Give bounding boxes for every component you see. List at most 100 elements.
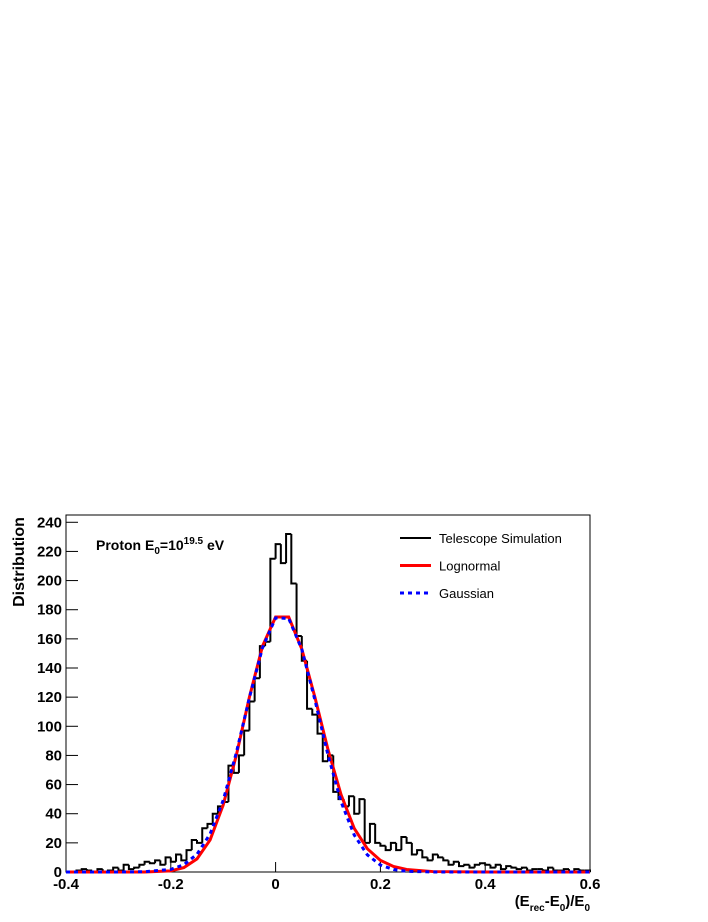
x-tick-label: 0.4	[475, 876, 497, 893]
legend-label: Gaussian	[439, 586, 494, 601]
histogram-bin	[410, 842, 418, 856]
histogram-bin	[473, 863, 480, 868]
histogram-bin	[452, 860, 459, 865]
histogram-bin	[164, 856, 171, 865]
histogram-bin	[353, 796, 360, 815]
histogram-bin	[138, 863, 145, 868]
histogram-bin	[547, 866, 554, 871]
y-tick-label: 0	[54, 864, 62, 881]
x-label-text: (E	[515, 893, 530, 910]
histogram-bin	[311, 708, 318, 716]
annotation-text: =10	[160, 537, 184, 553]
histogram-bin	[148, 861, 156, 865]
histogram-bin	[374, 823, 381, 844]
histogram-bin	[562, 868, 570, 871]
histogram-bin	[180, 854, 187, 862]
y-tick-label: 100	[37, 718, 62, 735]
histogram-bin	[243, 729, 250, 756]
histogram-bin	[122, 863, 129, 871]
y-tick-label: 200	[37, 573, 62, 590]
histogram-bin	[206, 822, 213, 829]
histogram-bin	[368, 822, 376, 843]
y-tick-label: 180	[37, 602, 62, 619]
histogram-bin	[421, 850, 428, 859]
histogram-bin	[112, 866, 119, 871]
histogram-bin	[269, 557, 276, 642]
histogram-bin	[531, 868, 538, 871]
x-label-sub: 0	[584, 903, 590, 914]
x-label-sub: 0	[560, 903, 566, 914]
fit-curve	[66, 615, 590, 874]
histogram-bin	[190, 838, 197, 851]
plot-frame	[65, 514, 591, 873]
histogram-bin	[510, 866, 517, 869]
annotation-text: Proton E	[96, 537, 154, 553]
histogram-bin	[321, 733, 328, 763]
y-tick-label: 220	[37, 543, 62, 560]
histogram-bin	[426, 857, 433, 862]
histogram-bin	[347, 795, 355, 807]
y-tick-label: 20	[45, 835, 62, 852]
histogram-bin	[520, 866, 528, 870]
histogram-bin	[463, 863, 470, 867]
histogram-bin	[175, 853, 182, 862]
legend-label: Telescope Simulation	[439, 531, 562, 546]
histogram-bin	[279, 544, 287, 565]
histogram-bin	[159, 860, 166, 866]
annotation-text: eV	[203, 537, 225, 553]
histogram-bin	[285, 532, 292, 564]
annotation: Proton E0=1019.5 eV	[96, 536, 225, 557]
histogram-bin	[405, 837, 412, 844]
histogram-bin	[154, 859, 161, 864]
x-tick-label: -0.2	[158, 876, 184, 893]
histogram-bin	[80, 868, 87, 871]
histogram-bin	[185, 849, 192, 861]
histogram-bin	[211, 812, 218, 824]
histogram-bin	[437, 854, 444, 859]
histogram-bin	[169, 857, 177, 863]
histogram-bin	[395, 842, 402, 852]
x-label-text: -E	[545, 893, 560, 910]
x-tick-label: 0	[271, 876, 279, 893]
histogram-bin	[316, 714, 323, 735]
x-tick-label: -0.4	[53, 876, 80, 893]
y-tick-label: 80	[45, 747, 62, 764]
histogram-bin	[416, 849, 423, 855]
histogram-bin	[358, 798, 365, 814]
y-tick-label: 240	[37, 514, 62, 531]
histogram-bin	[458, 861, 465, 868]
y-tick-label: 160	[37, 631, 62, 648]
histogram-bin	[143, 860, 150, 865]
histogram-bin	[201, 827, 208, 843]
histogram-bin	[400, 836, 407, 851]
histogram-bin	[447, 860, 454, 866]
y-axis-label: Distribution	[11, 517, 28, 607]
x-tick-label: 0.6	[580, 876, 601, 893]
annotation-sup: 19.5	[184, 536, 204, 547]
histogram-bin	[489, 864, 496, 869]
histogram-bin	[478, 862, 486, 865]
x-axis-label: (Erec-E0)/E0	[515, 893, 591, 914]
histogram-bin	[468, 864, 475, 869]
histogram-bin	[431, 853, 439, 861]
histogram-bin	[389, 841, 397, 851]
x-label-sub: rec	[530, 903, 545, 914]
y-tick-label: 140	[37, 660, 62, 677]
histogram-bin	[515, 867, 522, 871]
y-tick-label: 120	[37, 689, 62, 706]
histogram-bin	[494, 863, 501, 868]
histogram-bin	[499, 864, 507, 871]
histogram-bin	[442, 857, 449, 862]
fit-curve	[66, 616, 590, 874]
y-tick-label: 60	[45, 777, 62, 794]
histogram-bin	[196, 839, 203, 844]
annotation-sub: 0	[154, 546, 160, 557]
histogram-bin	[127, 864, 135, 871]
histogram-bin	[505, 865, 512, 870]
histogram-bin	[274, 543, 281, 559]
legend-label: Lognormal	[439, 559, 501, 574]
histogram-bin	[306, 660, 313, 710]
